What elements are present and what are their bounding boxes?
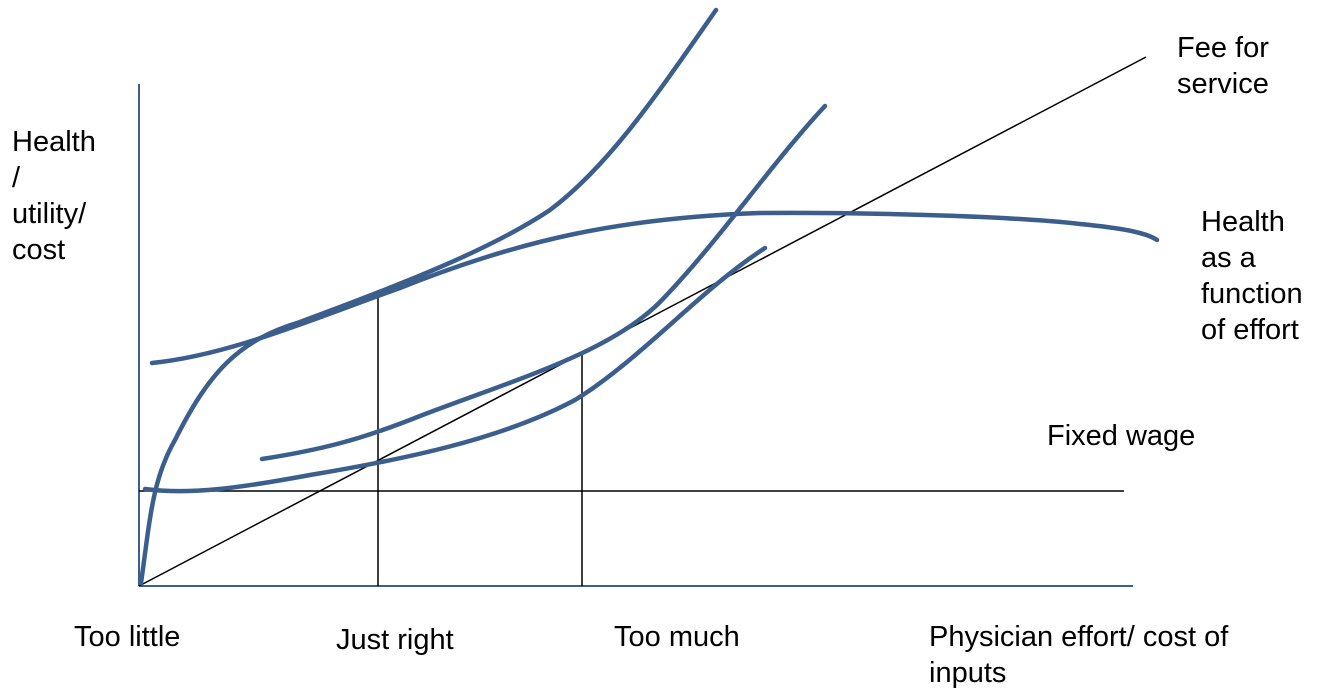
too-much-label: Too much — [614, 621, 740, 653]
fee-for-service-line — [138, 56, 1147, 587]
y-axis-label: Health / utility/ cost — [12, 126, 96, 266]
just-right-label: Just right — [336, 624, 454, 656]
health-function-curve — [149, 210, 1160, 366]
health-function-label: Health as a function of effort — [1201, 206, 1303, 346]
x-axis-label: Physician effort/ cost of inputs — [929, 621, 1229, 689]
fixed-wage-cost-curve — [142, 245, 768, 494]
fee-for-service-label: Fee for service — [1177, 32, 1269, 100]
fixed-wage-label: Fixed wage — [1047, 420, 1196, 452]
steep-utility-curve — [138, 7, 719, 586]
middle-cost-curve — [259, 103, 828, 462]
too-little-label: Too little — [74, 621, 181, 653]
